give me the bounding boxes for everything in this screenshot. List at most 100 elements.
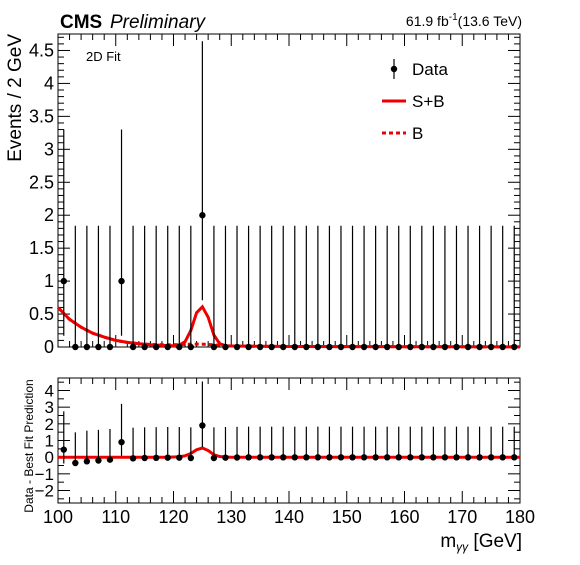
main-data-point [152,343,160,351]
ratio-data-point [407,454,414,461]
x-axis-title-symbol: m [440,531,456,552]
legend-label: Data [412,60,448,79]
ratio-data-point [268,454,275,461]
main-y-tick-label: 0.5 [29,304,54,324]
x-tick-label: 170 [447,507,477,527]
x-tick-label: 140 [274,507,304,527]
main-y-tick-label: 4.5 [29,40,54,60]
ratio-data-point [372,454,379,461]
ratio-data-point [129,455,137,462]
ratio-data-point [499,454,506,461]
main-y-tick-label: 3 [44,139,54,159]
ratio-data-point [176,454,183,461]
ratio-data-point [441,454,449,461]
x-tick-label: 110 [101,507,130,527]
main-y-axis-title: Events / 2 GeV [5,34,26,162]
ratio-data-point [233,454,241,461]
status-label: Preliminary [110,12,207,33]
main-annotation: 2D Fit [86,49,121,64]
ratio-data-point [511,454,518,461]
ratio-x-axis: 100 110 120 130 140 150 160 170 180 [43,378,535,527]
main-data-point [280,343,287,351]
main-data-point [187,343,195,351]
ratio-y-tick-label: 3 [45,398,54,417]
ratio-y-tick-label: −1 [35,465,54,484]
main-data-point [60,277,67,285]
ratio-data-point [487,454,495,461]
ratio-data-point [83,458,91,465]
ratio-data-point [360,454,368,461]
main-y-tick-label: 2 [44,205,54,225]
ratio-data-point [337,454,345,461]
ratio-data-points [60,381,518,467]
main-data-point [372,343,379,351]
legend-label: S+B [412,92,445,111]
main-data-point [176,343,183,351]
ratio-data-point [95,457,102,464]
ratio-data-point [476,454,483,461]
ratio-data-point [210,454,218,462]
ratio-fit-curves [58,446,520,459]
ratio-data-point [453,454,460,461]
ratio-data-point [326,454,333,461]
main-data-point [464,343,472,351]
ratio-y-tick-label: 2 [45,415,54,434]
ratio-data-point [418,454,426,461]
main-y-axis: 0 0.5 1 1.5 2 2.5 3 3.5 4 4.5 [29,36,520,357]
main-data-point [476,343,483,351]
main-data-point [326,343,333,351]
ratio-data-point [303,454,310,461]
main-data-point [268,343,275,351]
ratio-data-point [141,454,148,462]
main-data-point [118,277,125,285]
ratio-data-point [199,422,206,429]
lumi-energy: (13.6 TeV) [458,13,522,29]
ratio-data-point [464,454,472,461]
main-data-points [60,41,518,351]
ratio-y-tick-label: 4 [45,382,54,401]
ratio-data-point [72,459,79,467]
main-data-point [395,343,402,351]
main-data-point [441,343,449,351]
x-tick-label: 180 [505,507,535,527]
ratio-data-point [118,438,125,446]
main-y-tick-label: 1.5 [29,238,54,258]
main-data-point [129,343,137,351]
main-data-point [291,343,298,351]
ratio-data-point [291,454,298,461]
ratio-data-point [349,454,356,461]
fit-signal-curve [58,446,520,459]
x-tick-label: 150 [332,507,362,527]
ratio-y-tick-label: −2 [35,482,54,501]
ratio-y-tick-label: 1 [45,432,54,451]
x-axis-title: mγγ [GeV] [440,531,522,554]
ratio-plot-frame [57,377,521,504]
main-data-point [487,343,495,351]
main-data-point [245,343,252,351]
main-data-point [303,343,310,351]
ratio-y-tick-label: 0 [45,448,54,467]
x-axis-title-subscript: γγ [456,540,469,554]
x-tick-label: 130 [216,507,246,527]
x-axis-title-unit: [GeV] [468,531,522,552]
main-y-tick-label: 0 [44,337,54,357]
x-tick-label: 100 [43,507,73,527]
main-panel: 0 0.5 1 1.5 2 2.5 3 3.5 4 4.5 2D Fit Events / 2 G… [5,33,521,357]
ratio-data-point [245,454,252,461]
main-data-point [164,343,171,351]
ratio-y-axis-title: Data - Best Fit Prediction [22,379,36,512]
main-plot-frame [57,33,521,348]
main-data-point [141,343,148,351]
experiment-label: CMS [60,12,102,33]
main-data-point [95,343,102,351]
main-data-point [349,343,356,351]
main-data-point [106,343,114,351]
main-y-tick-label: 4 [44,73,54,93]
lumi-value: 61.9 fb [406,13,449,29]
main-data-point [337,343,345,351]
x-tick-label: 120 [158,507,188,527]
ratio-data-point [314,454,322,461]
lumi-exponent: -1 [449,12,458,23]
